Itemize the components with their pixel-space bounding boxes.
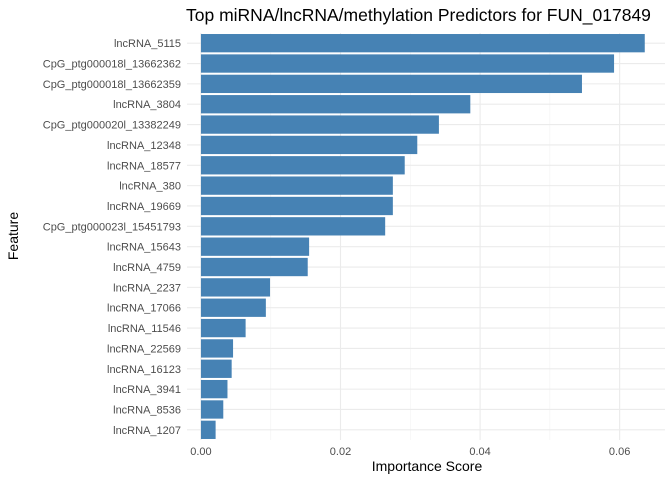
bar-lncRNA_12348 (200, 135, 418, 155)
bar-lncRNA_4759 (200, 257, 308, 277)
bar-CpG_ptg000018l_13662362 (200, 54, 615, 73)
y-tick-label: lncRNA_15643 (107, 242, 181, 254)
bar-CpG_ptg000023l_15451793 (200, 217, 386, 236)
y-tick-label: lncRNA_11546 (108, 323, 181, 335)
y-tick-label: lncRNA_3804 (113, 99, 181, 111)
y-tick-label: lncRNA_4759 (113, 262, 181, 274)
bar-lncRNA_15643 (200, 237, 310, 256)
x-tick-label: 0.04 (469, 446, 490, 458)
x-tick-label: 0.06 (609, 446, 630, 458)
y-tick-label: lncRNA_5115 (114, 38, 181, 50)
bar-lncRNA_18577 (200, 156, 405, 175)
bar-lncRNA_380 (200, 176, 393, 195)
bar-lncRNA_3941 (200, 379, 228, 399)
y-axis-title: Feature (5, 212, 21, 260)
bar-lncRNA_2237 (200, 278, 271, 297)
bar-lncRNA_22569 (200, 339, 234, 358)
x-tick-label: 0.02 (330, 446, 351, 458)
bar-lncRNA_17066 (200, 298, 266, 317)
chart-title: Top miRNA/lncRNA/methylation Predictors … (186, 5, 651, 26)
plot-grid (187, 33, 665, 440)
bar-lncRNA_16123 (200, 359, 232, 378)
y-tick-label: lncRNA_19669 (107, 201, 181, 213)
x-tick-labels: 0.00 0.02 0.04 0.06 (190, 446, 630, 458)
y-tick-label: CpG_ptg000023l_15451793 (43, 221, 181, 233)
y-tick-label: CpG_ptg000018l_13662362 (43, 59, 181, 71)
y-tick-label: CpG_ptg000020l_13382249 (43, 120, 181, 132)
y-tick-label: lncRNA_1207 (113, 425, 181, 437)
y-tick-labels: lncRNA_5115 CpG_ptg000018l_13662362 CpG_pt… (43, 38, 181, 437)
bar-CpG_ptg000020l_13382249 (200, 115, 439, 134)
x-tick-label: 0.00 (190, 446, 211, 458)
y-tick-label: lncRNA_22569 (107, 343, 181, 355)
y-tick-label: lncRNA_18577 (107, 160, 181, 172)
y-tick-label: lncRNA_8536 (113, 404, 181, 416)
bars (200, 34, 645, 439)
bar-lncRNA_19669 (200, 196, 393, 216)
y-tick-label: lncRNA_380 (119, 181, 181, 193)
bar-lncRNA_11546 (200, 318, 246, 338)
bar-lncRNA_1207 (200, 420, 216, 439)
y-tick-label: lncRNA_17066 (107, 303, 181, 315)
x-axis-title: Importance Score (372, 458, 483, 474)
y-tick-label: lncRNA_2237 (113, 282, 181, 294)
bar-lncRNA_8536 (200, 400, 224, 419)
bar-lncRNA_3804 (200, 95, 471, 114)
y-tick-label: lncRNA_16123 (107, 364, 181, 376)
bar-CpG_ptg000018l_13662359 (200, 74, 582, 94)
bar-lncRNA_5115 (200, 34, 645, 53)
y-tick-label: CpG_ptg000018l_13662359 (43, 79, 181, 91)
y-tick-label: lncRNA_12348 (107, 140, 181, 152)
y-tick-label: lncRNA_3941 (113, 384, 181, 396)
